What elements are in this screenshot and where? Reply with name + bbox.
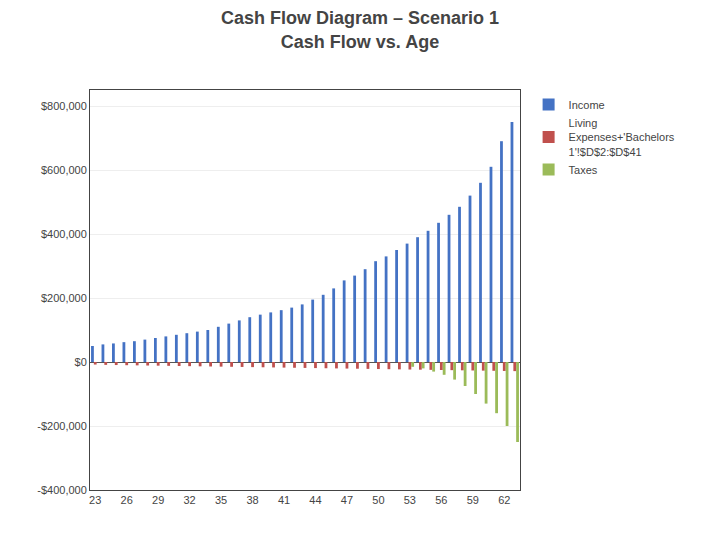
svg-text:Taxes: Taxes bbox=[569, 164, 598, 176]
svg-text:-$400,000: -$400,000 bbox=[37, 484, 87, 496]
svg-text:LivingExpenses+'Bachelors1'!$D: LivingExpenses+'Bachelors1'!$D$2:$D$41 bbox=[569, 117, 675, 158]
svg-text:35: 35 bbox=[215, 494, 227, 506]
svg-text:38: 38 bbox=[246, 494, 258, 506]
svg-text:Cash Flow Diagram – Scenario 1: Cash Flow Diagram – Scenario 1Cash Flow … bbox=[221, 8, 499, 51]
svg-text:44: 44 bbox=[309, 494, 321, 506]
svg-text:29: 29 bbox=[152, 494, 164, 506]
svg-text:59: 59 bbox=[467, 494, 479, 506]
svg-text:$200,000: $200,000 bbox=[41, 292, 87, 304]
svg-text:32: 32 bbox=[184, 494, 196, 506]
svg-text:53: 53 bbox=[404, 494, 416, 506]
svg-text:$400,000: $400,000 bbox=[41, 228, 87, 240]
svg-text:$600,000: $600,000 bbox=[41, 164, 87, 176]
svg-text:50: 50 bbox=[372, 494, 384, 506]
svg-text:41: 41 bbox=[278, 494, 290, 506]
svg-text:26: 26 bbox=[121, 494, 133, 506]
svg-text:-$200,000: -$200,000 bbox=[37, 420, 87, 432]
svg-text:62: 62 bbox=[498, 494, 510, 506]
svg-text:23: 23 bbox=[89, 494, 101, 506]
svg-text:56: 56 bbox=[435, 494, 447, 506]
svg-text:$0: $0 bbox=[75, 356, 87, 368]
svg-text:$800,000: $800,000 bbox=[41, 100, 87, 112]
svg-text:47: 47 bbox=[341, 494, 353, 506]
svg-text:Income: Income bbox=[569, 99, 605, 111]
